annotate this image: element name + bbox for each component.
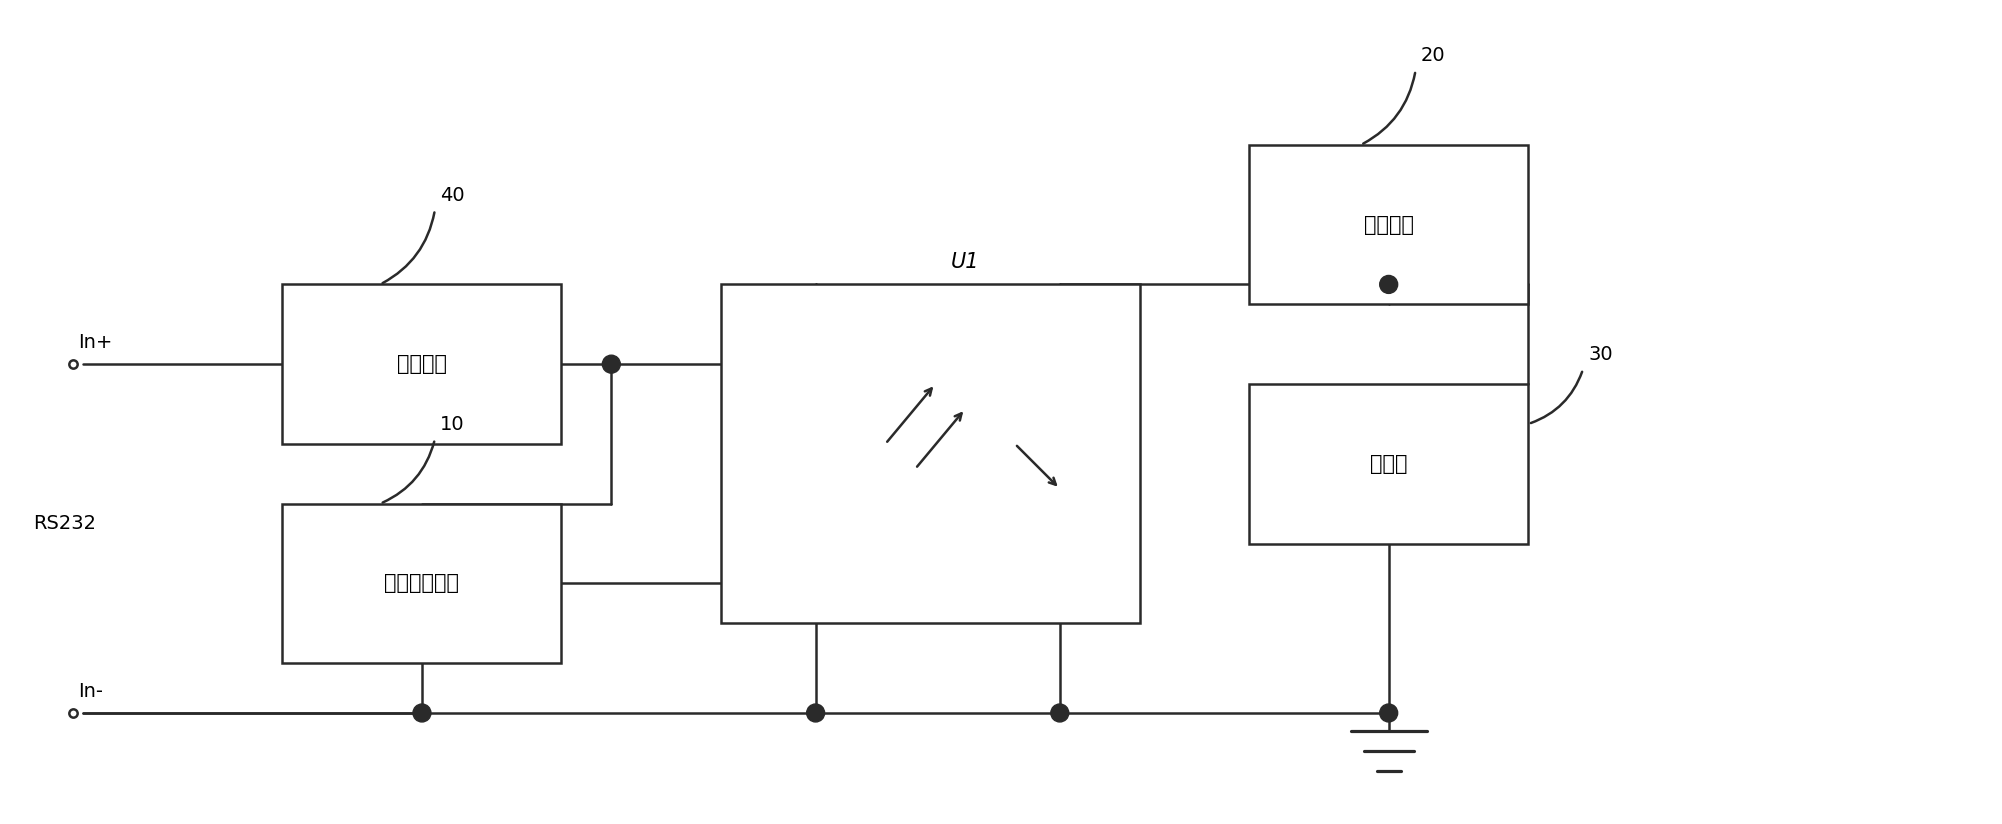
Text: U1: U1 [951, 252, 979, 273]
Bar [282, 284, 561, 444]
Bar [1249, 384, 1528, 544]
Bar [1249, 145, 1528, 304]
Text: In-: In- [78, 682, 104, 701]
Circle shape [1379, 704, 1397, 722]
Text: 上拉电路: 上拉电路 [1363, 214, 1413, 235]
Text: 限流电路: 限流电路 [396, 354, 446, 374]
Bar [282, 503, 561, 663]
Text: 10: 10 [440, 415, 464, 434]
Text: 20: 20 [1421, 46, 1445, 65]
Circle shape [1051, 704, 1069, 722]
Text: In+: In+ [78, 333, 112, 352]
Text: 信号处理电路: 信号处理电路 [384, 574, 458, 593]
Circle shape [1379, 275, 1397, 293]
Text: 30: 30 [1588, 345, 1614, 364]
Circle shape [603, 355, 621, 373]
Bar [721, 284, 1139, 623]
Text: RS232: RS232 [34, 514, 96, 533]
Circle shape [412, 704, 430, 722]
Text: 处理器: 处理器 [1369, 454, 1407, 474]
Text: 40: 40 [440, 185, 464, 204]
Circle shape [807, 704, 825, 722]
